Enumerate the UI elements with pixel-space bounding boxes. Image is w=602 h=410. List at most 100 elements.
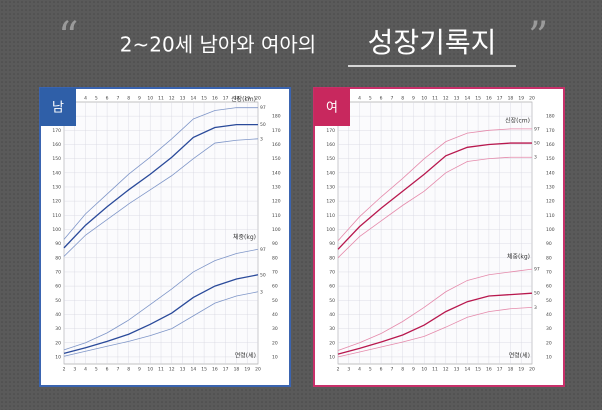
x-tick-label-top: 19	[244, 96, 250, 102]
y-tick-label-right: 170	[272, 128, 281, 134]
curve-label: 97	[260, 105, 266, 111]
y-tick-label: 90	[55, 241, 61, 247]
x-tick-label: 18	[508, 367, 514, 373]
y-tick-label-right: 60	[546, 284, 552, 290]
y-tick-label-right: 100	[546, 227, 555, 233]
x-tick-label: 20	[529, 367, 535, 373]
curve-label: 50	[260, 122, 266, 128]
x-tick-label-top: 11	[158, 96, 164, 102]
y-tick-label: 80	[55, 255, 61, 261]
x-tick-label: 17	[223, 367, 229, 373]
growth-curve	[337, 128, 532, 242]
x-tick-label: 10	[421, 367, 427, 373]
curve-label: 50	[534, 141, 540, 147]
x-tick-label-top: 13	[180, 96, 186, 102]
y-tick-label: 30	[55, 326, 61, 332]
y-tick-label-right: 20	[272, 340, 278, 346]
y-tick-label: 80	[329, 255, 335, 261]
y-tick-label-right: 160	[272, 142, 281, 148]
x-tick-label-top: 8	[127, 96, 130, 102]
x-tick-label: 16	[486, 367, 492, 373]
y-tick-label: 140	[52, 170, 61, 176]
y-tick-label-right: 60	[272, 284, 278, 290]
x-tick-label-top: 11	[432, 96, 438, 102]
height-axis-label: 신장(cm)	[505, 116, 530, 124]
y-tick-label-right: 50	[546, 298, 552, 304]
y-tick-label-right: 120	[272, 199, 281, 205]
badge-label: 여	[326, 101, 338, 116]
x-tick-label: 19	[244, 367, 250, 373]
x-tick-label-top: 15	[475, 96, 481, 102]
y-tick-label-right: 140	[272, 170, 281, 176]
curve-label: 3	[534, 155, 537, 161]
x-tick-label-top: 20	[529, 96, 535, 102]
x-tick-label: 5	[95, 367, 98, 373]
y-tick-label-right: 70	[272, 269, 278, 275]
x-tick-label: 2	[63, 367, 66, 373]
x-tick-label-top: 9	[138, 96, 141, 102]
x-tick-label-top: 5	[369, 96, 372, 102]
badge	[40, 88, 76, 126]
y-tick-label: 130	[52, 184, 61, 190]
growth-curve	[337, 156, 532, 259]
x-tick-label: 3	[73, 367, 76, 373]
y-tick-label: 70	[329, 269, 335, 275]
x-tick-label: 12	[169, 367, 175, 373]
x-tick-label-top: 18	[508, 96, 514, 102]
y-tick-label: 160	[326, 142, 335, 148]
x-tick-label: 15	[201, 367, 207, 373]
y-tick-label-right: 20	[546, 340, 552, 346]
open-quote: “	[58, 14, 78, 60]
y-tick-label: 40	[55, 312, 61, 318]
x-tick-label-top: 16	[486, 96, 492, 102]
y-tick-label: 100	[326, 227, 335, 233]
growth-curve	[63, 138, 259, 257]
y-tick-label-right: 130	[272, 184, 281, 190]
x-tick-label: 8	[401, 367, 404, 373]
weight-axis-label: 체중(kg)	[507, 253, 530, 261]
x-tick-label-top: 13	[454, 96, 460, 102]
curve-label: 3	[534, 305, 537, 311]
y-tick-label: 60	[329, 284, 335, 290]
y-tick-label: 20	[329, 340, 335, 346]
x-tick-label: 5	[369, 367, 372, 373]
x-tick-label-top: 6	[380, 96, 383, 102]
growth-curve	[63, 291, 259, 357]
y-tick-label-right: 80	[546, 255, 552, 261]
title-emphasis: 성장기록지	[368, 26, 497, 59]
y-tick-label: 70	[55, 269, 61, 275]
y-tick-label: 120	[326, 199, 335, 205]
x-tick-label-top: 17	[223, 96, 229, 102]
y-tick-label-right: 180	[546, 114, 555, 120]
growth-curve	[337, 268, 533, 351]
close-quote: ”	[528, 14, 548, 60]
badge-label: 남	[52, 101, 64, 116]
x-tick-label-top: 4	[84, 96, 87, 102]
x-tick-label: 17	[497, 367, 503, 373]
x-tick-label-top: 12	[169, 96, 175, 102]
x-tick-label: 4	[84, 367, 87, 373]
x-tick-label: 2	[337, 367, 340, 373]
y-tick-label: 20	[55, 340, 61, 346]
title: 2~20세 남아와 여아의	[120, 33, 316, 57]
curve-label: 3	[260, 289, 263, 295]
y-tick-label: 50	[55, 298, 61, 304]
y-tick-label-right: 50	[272, 298, 278, 304]
x-tick-label-top: 4	[358, 96, 361, 102]
y-tick-label: 30	[329, 326, 335, 332]
y-tick-label: 90	[329, 241, 335, 247]
x-axis-label: 연령(세)	[235, 352, 256, 360]
x-tick-label: 4	[358, 367, 361, 373]
weight-axis-label: 체중(kg)	[233, 233, 256, 241]
x-tick-label-top: 6	[106, 96, 109, 102]
x-tick-label: 9	[412, 367, 415, 373]
x-tick-label: 13	[180, 367, 186, 373]
y-tick-label: 150	[326, 156, 335, 162]
x-axis-label: 연령(세)	[509, 352, 530, 360]
x-tick-label: 10	[147, 367, 153, 373]
x-tick-label: 9	[138, 367, 141, 373]
x-tick-label-top: 20	[255, 96, 261, 102]
x-tick-label-top: 10	[421, 96, 427, 102]
y-tick-label: 160	[52, 142, 61, 148]
